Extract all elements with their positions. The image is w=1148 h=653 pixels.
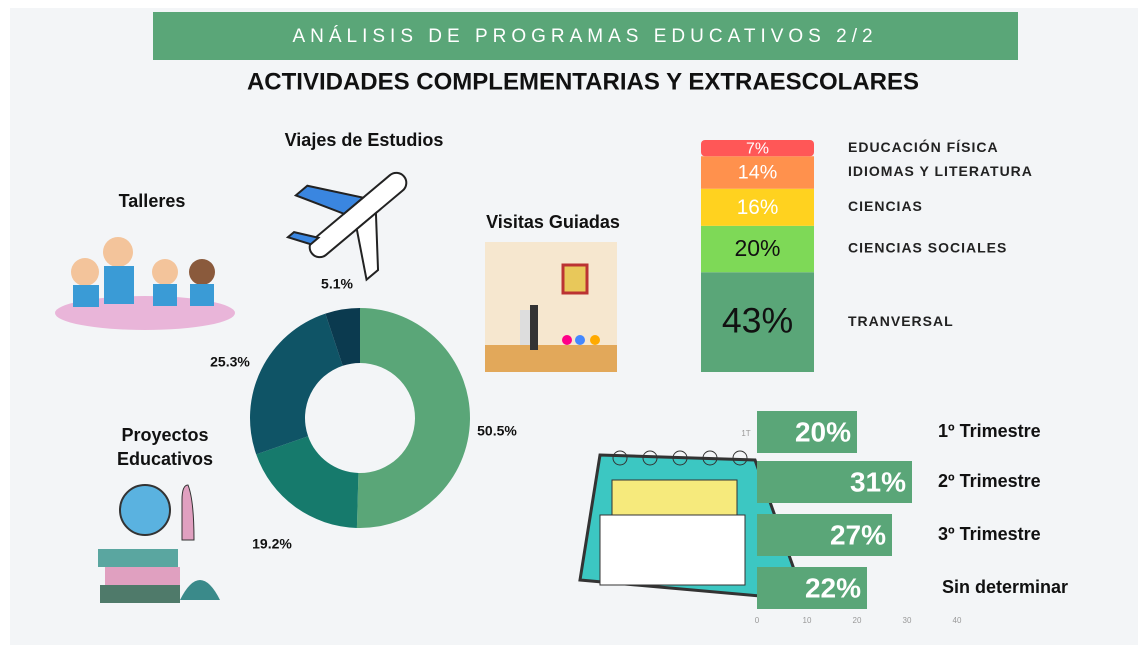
museum-illustration bbox=[485, 242, 617, 372]
category-label: Talleres bbox=[119, 191, 186, 211]
infographic: ANÁLISIS DE PROGRAMAS EDUCATIVOS 2/2 ACT… bbox=[0, 0, 1148, 653]
value-label: 20% bbox=[734, 235, 780, 261]
legend-label: IDIOMAS Y LITERATURA bbox=[848, 163, 1033, 179]
category-label: Proyectos Educativos bbox=[100, 423, 230, 471]
legend-label: TRANVERSAL bbox=[848, 313, 954, 329]
value-label: 27% bbox=[830, 519, 886, 550]
category-label: Sin determinar bbox=[942, 577, 1068, 597]
value-label: 50.5% bbox=[477, 423, 517, 439]
value-label: 7% bbox=[746, 140, 769, 157]
value-label: 43% bbox=[722, 301, 793, 341]
category-label: 3º Trimestre bbox=[938, 524, 1041, 544]
value-label: 14% bbox=[738, 162, 777, 184]
x-tick-label: 20 bbox=[853, 616, 862, 625]
x-tick-label: 40 bbox=[953, 616, 962, 625]
category-label: Viajes de Estudios bbox=[285, 130, 444, 150]
value-label: 22% bbox=[805, 572, 861, 603]
category-label: Visitas Guiadas bbox=[486, 212, 620, 232]
legend-label: EDUCACIÓN FÍSICA bbox=[848, 138, 999, 155]
value-label: 25.3% bbox=[210, 354, 250, 370]
legend-label: CIENCIAS SOCIALES bbox=[848, 240, 1007, 256]
banner-text: ANÁLISIS DE PROGRAMAS EDUCATIVOS 2/2 bbox=[292, 26, 877, 47]
title: ACTIVIDADES COMPLEMENTARIAS Y EXTRAESCOL… bbox=[247, 68, 919, 95]
value-label: 31% bbox=[850, 466, 906, 497]
value-label: 16% bbox=[737, 196, 779, 219]
x-tick-label: 30 bbox=[903, 616, 912, 625]
value-label: 5.1% bbox=[321, 276, 353, 292]
annotation: 1T bbox=[741, 429, 750, 438]
value-label: 19.2% bbox=[252, 536, 292, 552]
value-label: 20% bbox=[795, 416, 851, 447]
x-tick-label: 10 bbox=[803, 616, 812, 625]
page: ANÁLISIS DE PROGRAMAS EDUCATIVOS 2/2 ACT… bbox=[0, 0, 1148, 653]
category-label: 1º Trimestre bbox=[938, 421, 1041, 441]
legend-label: CIENCIAS bbox=[848, 198, 923, 214]
x-tick-label: 0 bbox=[755, 616, 760, 625]
category-label: 2º Trimestre bbox=[938, 471, 1041, 491]
